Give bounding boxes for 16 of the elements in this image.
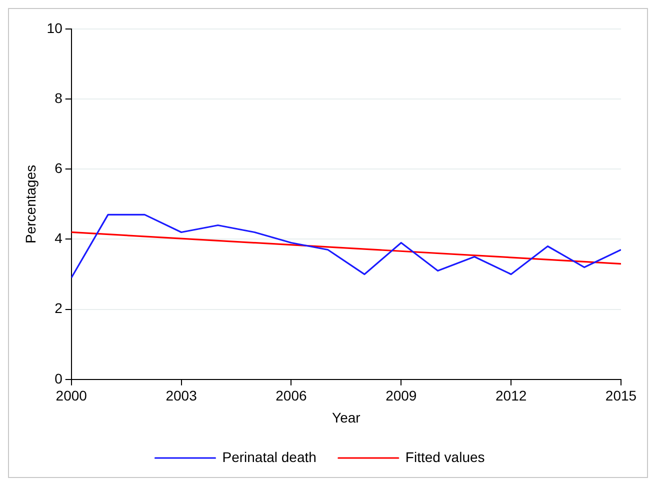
y-axis-title: Percentages [22,164,38,244]
x-tick-label: 2006 [276,388,308,404]
legend-label: Fitted values [405,448,485,465]
y-tick-label: 8 [54,90,63,106]
y-tick-label: 10 [46,20,63,36]
y-tick-label: 4 [54,230,63,246]
x-tick-label: 2012 [495,388,527,404]
y-tick-label: 2 [54,300,63,316]
x-tick-label: 2009 [386,388,417,404]
x-axis-title: Year [332,409,361,426]
y-tick-label: 0 [54,370,63,386]
y-tick-label: 6 [54,160,63,176]
x-tick-label: 2000 [56,388,88,404]
x-tick-label: 2015 [605,388,637,404]
x-tick-label: 2003 [166,388,198,404]
legend-label: Perinatal death [222,448,316,465]
